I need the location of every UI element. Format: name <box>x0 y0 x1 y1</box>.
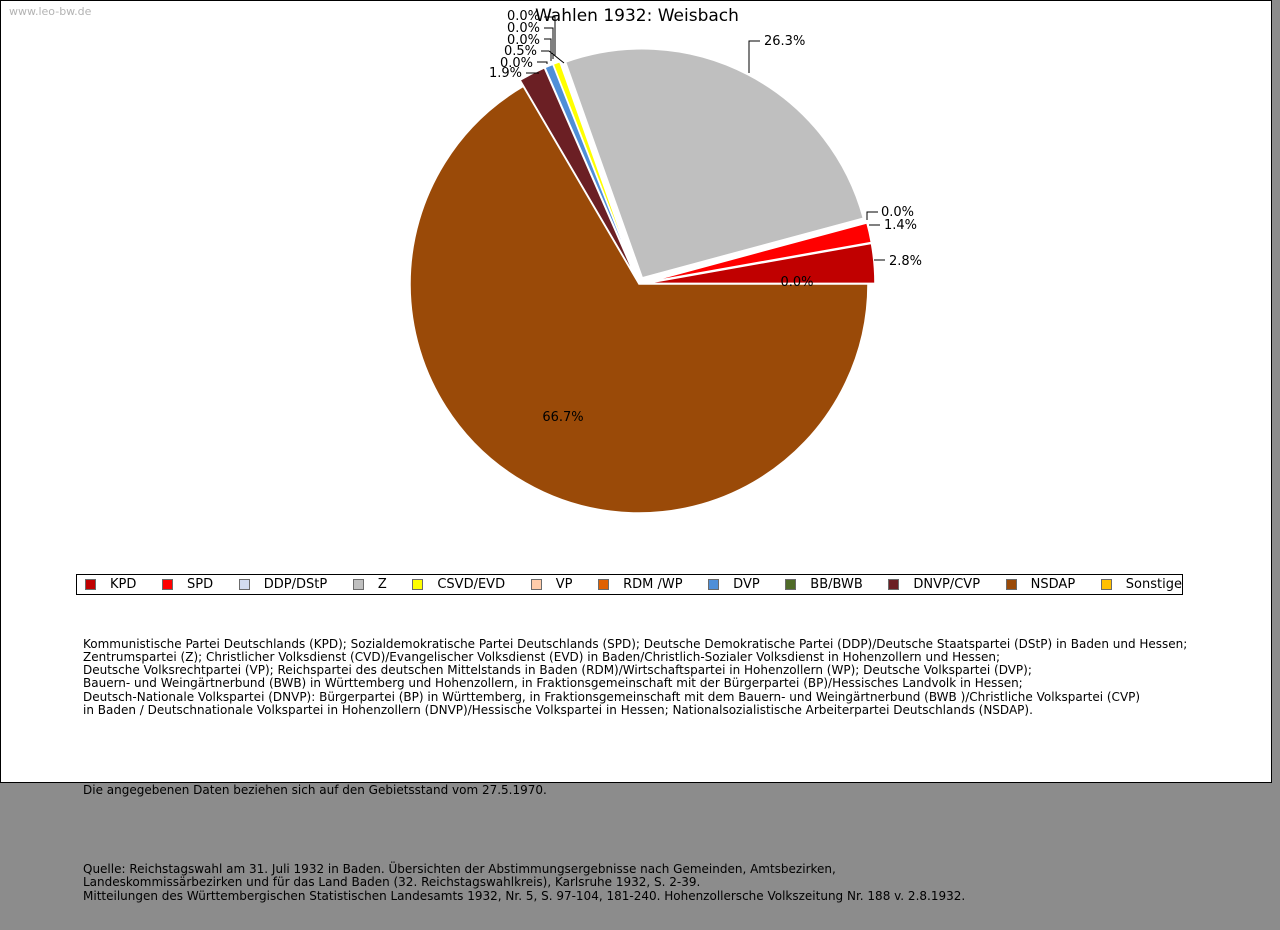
source-notes: Quelle: Reichstagswahl am 31. Juli 1932 … <box>83 862 1187 903</box>
data-label-kpd: 2.8% <box>889 254 922 269</box>
legend-swatch <box>888 579 900 590</box>
legend-label: NSDAP <box>1030 577 1076 592</box>
watermark: www.leo-bw.de <box>9 5 92 18</box>
leader-line-bb-bwb <box>537 61 548 64</box>
source-note-line: Quelle: Reichstagswahl am 31. Juli 1932 … <box>83 862 836 877</box>
legend-item-dvp: DVP <box>708 577 760 592</box>
slice-nsdap <box>409 85 869 514</box>
pie-slices <box>409 48 876 514</box>
party-note-line: in Baden / Deutschnationale Volkspartei … <box>83 703 1033 718</box>
slice-kpd <box>645 242 876 285</box>
leader-line-rdm-wp <box>544 27 554 59</box>
legend-item-rdm-wp: RDM /WP <box>598 577 683 592</box>
territory-note: Die angegebenen Daten beziehen sich auf … <box>83 782 547 797</box>
data-label-nsdap: 66.7% <box>542 410 583 425</box>
legend-swatch <box>85 579 96 590</box>
data-label-csvd-evd: 0.5% <box>504 44 537 59</box>
chart-frame: www.leo-bw.de 2.8% 1.4% 0.0% 26.3% 0.5% 0.0% 0… <box>0 0 1272 902</box>
legend-swatch <box>352 579 364 590</box>
data-label-dnvp-cvp: 1.9% <box>489 66 522 81</box>
party-note-line: Deutsch-Nationale Volkspartei (DNVP): Bü… <box>83 689 1141 704</box>
data-label-sonstige: 0.0% <box>780 275 813 290</box>
legend-swatch <box>708 579 720 590</box>
legend-item-sonstige: Sonstige <box>1100 577 1182 592</box>
legend-item-nsdap: NSDAP <box>1005 577 1076 592</box>
footnotes: Kommunistische Partei Deutschlands (KPD)… <box>83 611 1187 930</box>
legend-item-spd: SPD <box>162 577 213 592</box>
legend-item-csvd-evd: CSVD/EVD <box>412 577 505 592</box>
leader-line-ddp-dstp <box>866 211 878 220</box>
legend-swatch <box>530 579 542 590</box>
pie-chart: 2.8%1.4%0.0%26.3%0.5%0.0%0.0%0.0%0.0%1.9… <box>409 6 922 514</box>
legend-swatch <box>162 579 173 590</box>
party-note-line: Kommunistische Partei Deutschlands (KPD)… <box>83 636 1188 651</box>
data-label-spd: 1.4% <box>884 218 917 233</box>
leader-line-vp <box>544 16 556 56</box>
slice-z <box>564 48 865 279</box>
slice-dnvp-cvp <box>519 66 637 279</box>
party-note-line: Deutsche Volksrechtpartei (VP); Reichspa… <box>83 663 1032 678</box>
legend-item-z: Z <box>352 577 387 592</box>
legend-item-ddp-dstp: DDP/DStP <box>238 577 328 592</box>
legend-label: Sonstige <box>1125 577 1182 592</box>
leader-line-csvd-evd <box>541 50 565 64</box>
party-note-line: Bauern- und Weingärtnerbund (BWB) in Wür… <box>83 676 1023 691</box>
data-label-rdm-wp: 0.0% <box>507 21 540 36</box>
legend: KPD SPD DDP/DStP Z CSVD/EVD VP RDM /WP DVP BB/BW… <box>76 574 1183 595</box>
party-note-line: Zentrumspartei (Z); Christlicher Volksdi… <box>83 649 1001 664</box>
legend-label: DNVP/CVP <box>913 577 981 592</box>
legend-label: RDM /WP <box>623 577 683 592</box>
source-note-line: Mitteilungen des Württembergischen Stati… <box>83 888 966 903</box>
legend-label: KPD <box>110 577 137 592</box>
legend-item-vp: VP <box>530 577 573 592</box>
leader-line-z <box>748 40 760 73</box>
legend-label: Z <box>377 577 387 592</box>
legend-label: DDP/DStP <box>263 577 328 592</box>
data-label-vp: 0.0% <box>507 9 540 24</box>
legend-label: SPD <box>187 577 214 592</box>
legend-item-bb-bwb: BB/BWB <box>785 577 863 592</box>
legend-swatch <box>785 579 797 590</box>
party-notes: Kommunistische Partei Deutschlands (KPD)… <box>83 636 1188 718</box>
label-leaders <box>526 16 885 261</box>
data-label-z: 26.3% <box>764 34 805 49</box>
slice-labels: 2.8%1.4%0.0%26.3%0.5%0.0%0.0%0.0%0.0%1.9… <box>489 9 922 425</box>
legend-item-dnvp-cvp: DNVP/CVP <box>888 577 980 592</box>
legend-swatch <box>238 579 250 590</box>
data-label-dvp: 0.0% <box>507 33 540 48</box>
legend-label: VP <box>555 577 573 592</box>
legend-label: CSVD/EVD <box>437 577 506 592</box>
data-label-bb-bwb: 0.0% <box>500 56 533 71</box>
data-label-ddp-dstp: 0.0% <box>881 205 914 220</box>
legend-swatch <box>1005 579 1017 590</box>
source-note-line: Landeskommissärbezirken und für das Land… <box>83 875 701 890</box>
legend-swatch <box>598 579 610 590</box>
legend-label: DVP <box>733 577 760 592</box>
legend-item-kpd: KPD <box>85 577 136 592</box>
legend-label: BB/BWB <box>810 577 863 592</box>
slice-spd <box>645 221 873 284</box>
legend-swatch <box>1100 579 1112 590</box>
chart-title: Wahlen 1932: Weisbach <box>535 6 739 26</box>
leader-line-dvp <box>544 38 552 61</box>
legend-swatch <box>412 579 424 590</box>
